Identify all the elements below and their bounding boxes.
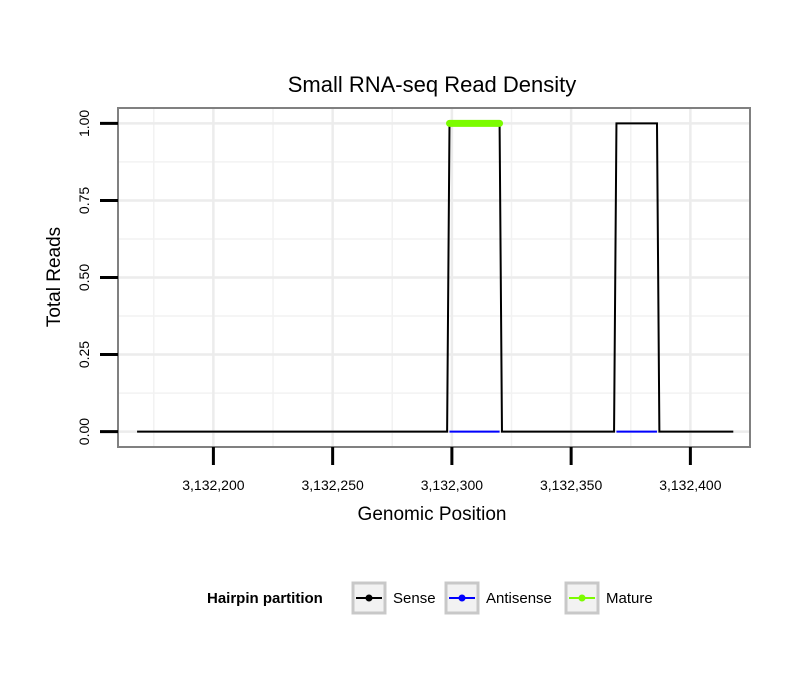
y-tick-label: 0.75 [76,187,92,214]
legend-key-point [458,594,466,602]
y-tick-label: 0.25 [76,341,92,368]
grid-lines [118,108,750,447]
y-axis: 0.00 0.25 0.50 0.75 1.00 [76,110,118,445]
x-axis: 3,132,200 3,132,250 3,132,300 3,132,350 3,13… [182,447,722,493]
legend: Hairpin partition Sense Antisense Mature [207,581,653,615]
legend-key-point [578,594,586,602]
legend-title: Hairpin partition [207,590,323,607]
legend-key-point [365,594,373,602]
x-axis-title: Genomic Position [358,504,507,525]
x-tick-label: 3,132,400 [659,477,721,493]
legend-label-antisense: Antisense [486,590,552,607]
chart-title: Small RNA-seq Read Density [288,72,577,97]
y-tick-label: 0.00 [76,418,92,445]
series-line-sense [137,122,734,433]
y-tick-label: 1.00 [76,110,92,137]
legend-label-sense: Sense [393,590,436,607]
legend-label-mature: Mature [606,590,653,607]
x-tick-label: 3,132,200 [182,477,244,493]
y-tick-label: 0.50 [76,264,92,291]
data-lines [137,119,734,433]
y-axis-title: Total Reads [44,227,65,327]
x-tick-label: 3,132,300 [421,477,483,493]
x-tick-label: 3,132,250 [301,477,363,493]
x-tick-label: 3,132,350 [540,477,602,493]
